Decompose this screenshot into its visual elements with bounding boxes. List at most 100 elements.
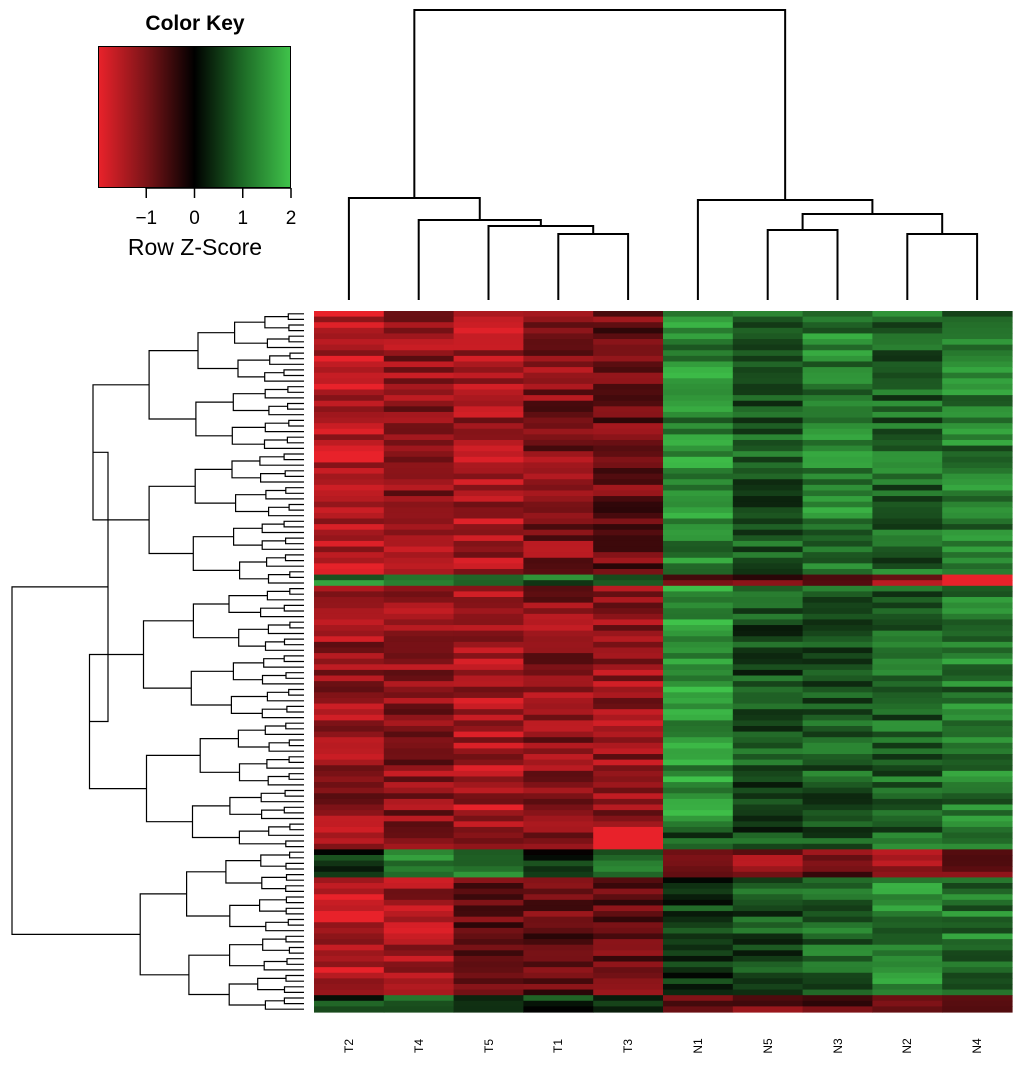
heatmap-cell (523, 568, 594, 576)
heatmap-cell (942, 568, 1013, 576)
heatmap-cell (872, 568, 943, 576)
heatmap-cell (802, 961, 873, 968)
heatmap-cell (732, 484, 804, 492)
heatmap-cell (593, 860, 664, 867)
heatmap-cell (523, 462, 594, 469)
heatmap-cell (942, 439, 1013, 447)
heatmap-cell (523, 647, 594, 654)
heatmap-cell (383, 591, 455, 598)
heatmap-cell (453, 383, 524, 391)
heatmap-cell (593, 322, 664, 329)
heatmap-cell (872, 378, 943, 385)
row-dendrogram-branch (261, 674, 304, 685)
heatmap-cell (314, 625, 385, 632)
heatmap-cell (593, 546, 664, 553)
heatmap-cell (942, 395, 1013, 402)
heatmap-cell (942, 989, 1013, 996)
heatmap-cell (593, 838, 664, 845)
heatmap-cell (802, 574, 873, 581)
heatmap-cell (663, 479, 734, 486)
heatmap-cell (872, 922, 943, 929)
heatmap-cell (314, 333, 385, 340)
heatmap-cell (732, 720, 804, 727)
heatmap-cell (663, 978, 734, 985)
heatmap-cell (732, 597, 804, 604)
heatmap-cell (872, 574, 943, 581)
heatmap-cell (593, 770, 664, 778)
heatmap-cell (942, 810, 1013, 817)
heatmap-cell (732, 675, 804, 682)
heatmap-cell (942, 1000, 1013, 1007)
heatmap-cell (523, 664, 594, 671)
heatmap-cell (593, 462, 664, 469)
heatmap-cell (872, 770, 943, 778)
heatmap-cell (383, 989, 455, 996)
heatmap-cell (383, 383, 455, 391)
row-dendrogram-branch (283, 997, 304, 1005)
heatmap-cell (732, 361, 804, 368)
heatmap-cell (453, 524, 524, 531)
heatmap-cell (802, 821, 873, 828)
heatmap-cell (453, 871, 524, 879)
heatmap-cell (383, 759, 455, 766)
heatmap-cell (593, 843, 664, 850)
heatmap-cell (942, 748, 1013, 755)
heatmap-cell (732, 883, 804, 890)
row-dendrogram-branch (260, 473, 304, 483)
heatmap-cell (523, 389, 594, 396)
heatmap-cell (872, 591, 943, 598)
heatmap-cell (802, 1006, 873, 1013)
heatmap-cell (732, 540, 804, 548)
row-dendrogram-branch (11, 586, 141, 935)
heatmap-cell (942, 703, 1013, 710)
heatmap-cell (663, 787, 734, 794)
heatmap-cell (663, 501, 734, 508)
heatmap-cell (802, 613, 873, 621)
heatmap-cell (942, 675, 1013, 682)
heatmap-cell (593, 608, 664, 615)
heatmap-cell (663, 630, 734, 637)
heatmap-cell (593, 428, 664, 435)
row-dendrogram-branch (228, 983, 266, 1006)
heatmap-cell (872, 793, 943, 800)
heatmap-cell (732, 653, 804, 660)
heatmap-cell (523, 765, 594, 772)
heatmap-cell (732, 961, 804, 968)
heatmap-cell (663, 849, 734, 856)
heatmap-cell (663, 860, 734, 867)
heatmap-cell (453, 967, 524, 974)
heatmap-cell (314, 686, 385, 693)
column-label-t3: T3 (621, 1038, 636, 1054)
row-dendrogram-branch (287, 402, 304, 410)
heatmap-cell (802, 815, 873, 822)
heatmap-cell (523, 563, 594, 570)
heatmap-cell (314, 675, 385, 682)
heatmap-cell (314, 423, 385, 430)
heatmap-cell (453, 602, 524, 609)
row-dendrogram-branch (264, 316, 289, 329)
row-dendrogram-branch (225, 860, 262, 884)
heatmap-cell (663, 456, 734, 464)
heatmap-cell (872, 888, 943, 895)
heatmap-cell (383, 782, 455, 789)
row-dendrogram-branch (288, 503, 304, 511)
row-dendrogram-branch (266, 590, 304, 601)
heatmap-cell (383, 378, 455, 385)
column-dendrogram-branch (766, 229, 839, 300)
heatmap-cell (453, 911, 524, 918)
heatmap-cell (383, 664, 455, 671)
heatmap-cell (453, 939, 524, 946)
heatmap-cell (732, 473, 804, 480)
heatmap-cell (732, 625, 804, 632)
heatmap-cell (593, 955, 664, 963)
heatmap-cell (383, 597, 455, 604)
heatmap-cell (523, 445, 594, 452)
heatmap-cell (732, 742, 804, 750)
heatmap-cell (453, 798, 524, 806)
heatmap-cell (314, 361, 385, 368)
row-dendrogram-branch (142, 620, 194, 689)
heatmap-cell (942, 445, 1013, 452)
heatmap-cell (663, 686, 734, 693)
heatmap-cell (383, 709, 455, 716)
heatmap-cell (942, 552, 1013, 559)
